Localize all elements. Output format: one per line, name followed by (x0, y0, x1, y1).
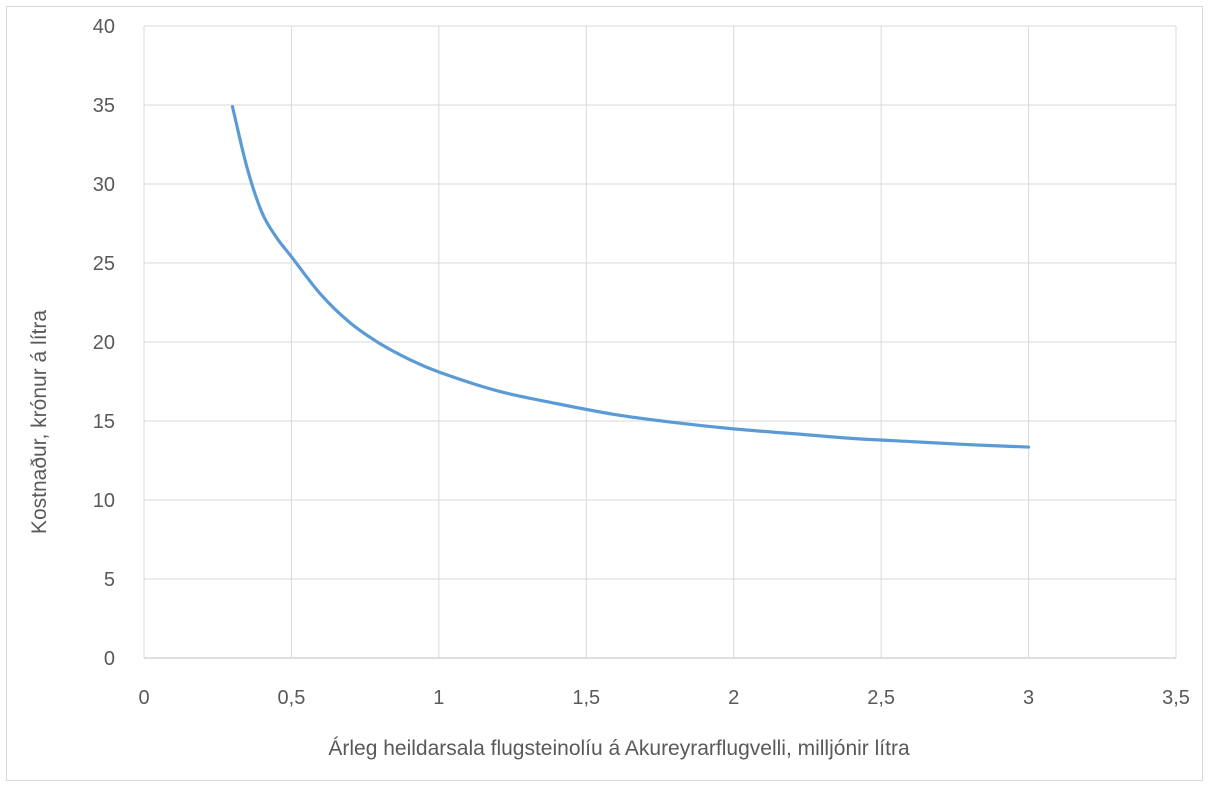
x-tick-label: 2,5 (867, 687, 895, 709)
gridlines (143, 25, 1177, 659)
y-tick-label: 5 (104, 569, 115, 591)
x-axis-title: Árleg heildarsala flugsteinolíu á Akurey… (328, 737, 910, 760)
x-tick-label: 0,5 (278, 687, 306, 709)
y-tick-label: 25 (93, 253, 115, 275)
y-tick-label: 10 (93, 490, 115, 512)
y-tick-label: 0 (104, 648, 115, 670)
series-line (230, 104, 1031, 449)
series-lines (230, 104, 1031, 449)
chart-frame (6, 6, 1203, 781)
x-tick-label: 1 (433, 687, 444, 709)
x-tick-label: 3,5 (1162, 687, 1190, 709)
y-tick-label: 15 (93, 411, 115, 433)
y-tick-label: 40 (93, 16, 115, 38)
x-tick-label: 3 (1023, 687, 1034, 709)
x-tick-label: 2 (728, 687, 739, 709)
x-tick-labels: 0 0,5 1 1,5 2 2,5 3 3,5 (138, 687, 1189, 709)
y-tick-label: 30 (93, 174, 115, 196)
x-tick-label: 1,5 (572, 687, 600, 709)
y-tick-label: 20 (93, 332, 115, 354)
x-tick-label: 0 (138, 687, 149, 709)
y-tick-labels: 0 5 10 15 20 25 30 35 40 (93, 16, 115, 670)
y-axis-title: Kostnaður, krónur á lítra (28, 310, 51, 534)
y-tick-label: 35 (93, 95, 115, 117)
